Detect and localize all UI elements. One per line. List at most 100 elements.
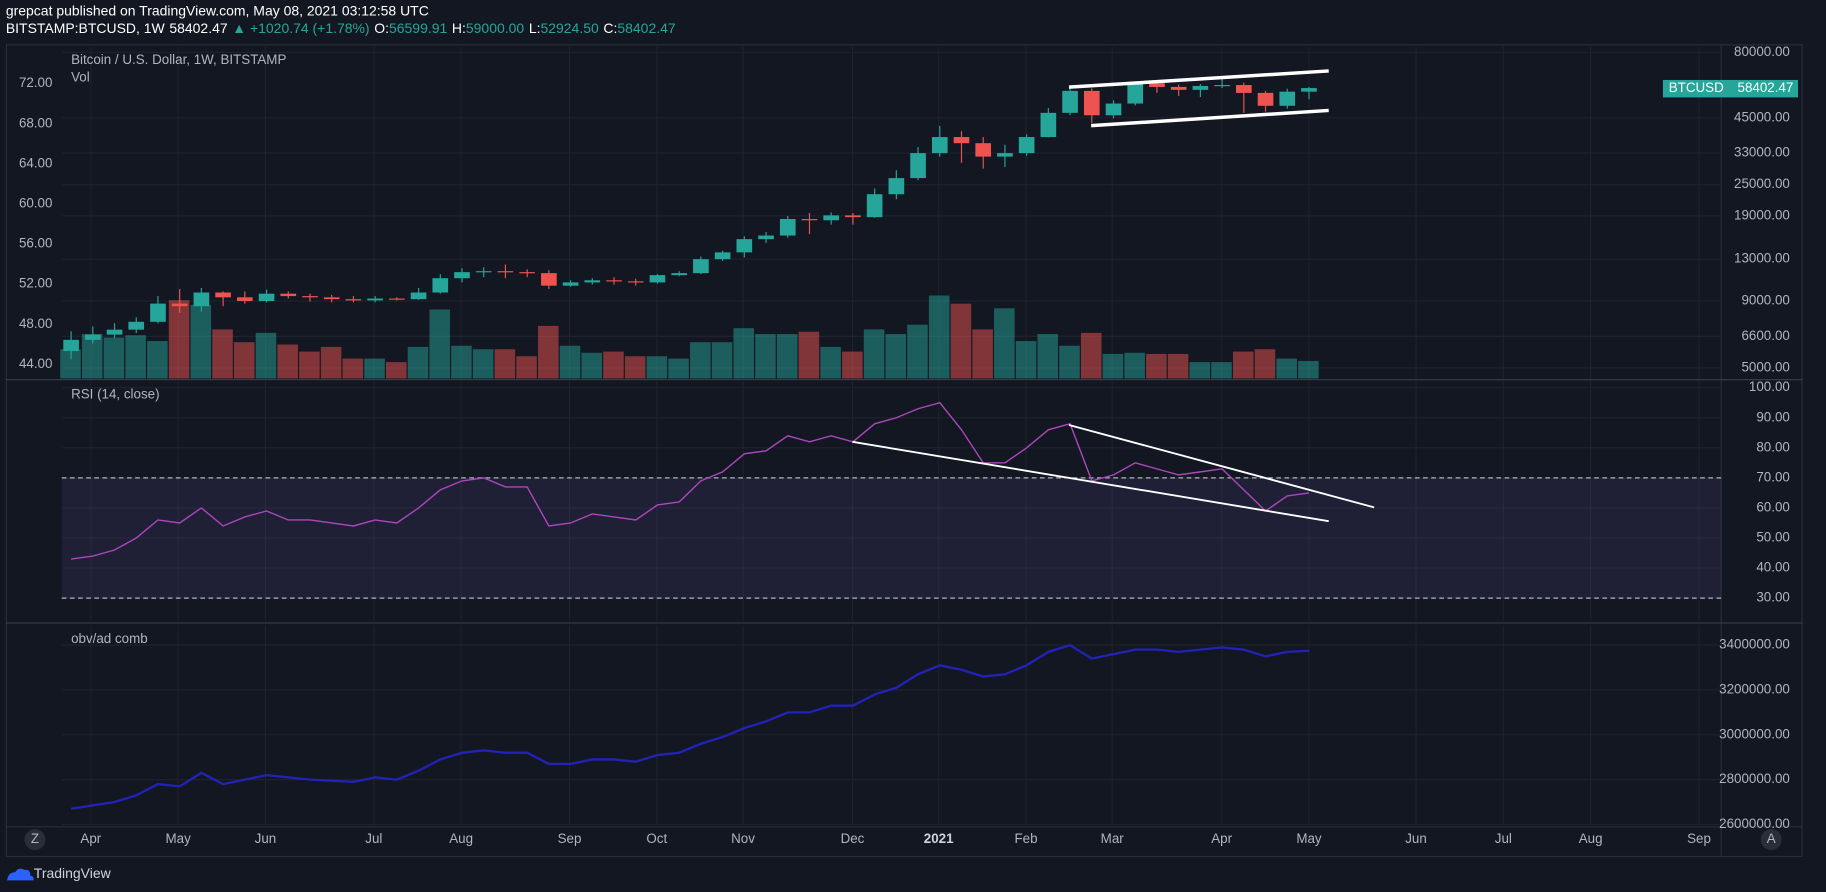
volume-bar bbox=[1254, 349, 1276, 379]
quote-item: 52924.50 bbox=[540, 20, 598, 36]
candle-body bbox=[1105, 103, 1122, 116]
candle-body bbox=[1301, 88, 1317, 92]
volume-bar bbox=[907, 324, 928, 379]
volume-bar bbox=[690, 342, 711, 379]
x-tick-label: Oct bbox=[646, 831, 667, 846]
candle-body bbox=[389, 298, 405, 300]
volume-bar bbox=[60, 349, 81, 379]
candle-body bbox=[888, 178, 905, 195]
candle-body bbox=[519, 272, 535, 274]
price-tag-value: 58402.47 bbox=[1738, 80, 1794, 95]
volume-bar bbox=[516, 356, 537, 379]
left-tick-label: 56.00 bbox=[19, 236, 52, 251]
y-tick-label: 9000.00 bbox=[1742, 293, 1790, 308]
candle-body bbox=[323, 297, 340, 300]
x-tick-label: Aug bbox=[1579, 831, 1603, 846]
left-tick-label: 52.00 bbox=[19, 276, 52, 291]
x-tick-label: Jul bbox=[1495, 831, 1512, 846]
x-tick-label: Jun bbox=[255, 831, 277, 846]
y-tick-label: 80.00 bbox=[1756, 439, 1789, 454]
left-tick-label: 72.00 bbox=[19, 75, 52, 90]
x-tick-label: May bbox=[166, 831, 192, 846]
candle-body bbox=[845, 215, 861, 218]
quote-item: 58402.47 bbox=[617, 20, 675, 36]
candle-body bbox=[237, 297, 253, 302]
volume-bar bbox=[190, 304, 212, 379]
x-tick-label: Nov bbox=[731, 831, 755, 846]
volume-bar bbox=[1232, 351, 1254, 379]
volume-bar bbox=[776, 334, 798, 379]
volume-bar bbox=[494, 349, 516, 379]
y-tick-label: 25000.00 bbox=[1734, 176, 1790, 191]
candle-body bbox=[345, 299, 362, 301]
candle-body bbox=[150, 303, 166, 322]
price-tag bbox=[1662, 79, 1799, 98]
candle-body bbox=[1083, 90, 1100, 116]
auto-scale-button[interactable] bbox=[1760, 829, 1782, 851]
quote-item: L: bbox=[529, 20, 541, 36]
candle-body bbox=[171, 303, 188, 307]
candle-body bbox=[910, 153, 926, 179]
volume-bar bbox=[994, 308, 1015, 379]
left-tick-label: 68.00 bbox=[19, 115, 52, 130]
candle-body bbox=[1062, 90, 1078, 113]
y-tick-label: 19000.00 bbox=[1734, 207, 1790, 222]
auto-scale-label[interactable]: A bbox=[1767, 831, 1776, 846]
candle-body bbox=[997, 153, 1013, 157]
zoom-button[interactable] bbox=[24, 829, 46, 851]
y-tick-label: 90.00 bbox=[1756, 409, 1789, 424]
candle-body bbox=[584, 280, 601, 283]
y-tick-label: 3400000.00 bbox=[1719, 637, 1790, 652]
candle-body bbox=[714, 252, 731, 260]
volume-bar bbox=[1298, 360, 1319, 379]
volume-bar bbox=[950, 303, 972, 379]
candle-body bbox=[1235, 85, 1252, 93]
volume-bar bbox=[342, 358, 364, 379]
y-tick-label: 40.00 bbox=[1756, 560, 1789, 575]
y-tick-label: 60.00 bbox=[1756, 499, 1789, 514]
publish-line: grepcat published on TradingView.com, Ma… bbox=[6, 2, 429, 18]
trend-line bbox=[1068, 69, 1329, 89]
volume-bar bbox=[798, 331, 820, 379]
y-tick-label: 45000.00 bbox=[1734, 109, 1790, 124]
volume-bar bbox=[212, 329, 233, 379]
volume-bar bbox=[1276, 358, 1297, 379]
candle-body bbox=[193, 292, 210, 307]
zoom-button-label[interactable]: Z bbox=[31, 831, 39, 846]
volume-bar bbox=[885, 334, 907, 379]
candle-body bbox=[258, 293, 275, 302]
x-tick-label: Feb bbox=[1014, 831, 1037, 846]
volume-bar bbox=[277, 344, 298, 379]
candle-body bbox=[367, 298, 383, 301]
brand-logo bbox=[7, 868, 34, 881]
volume-bar bbox=[1146, 353, 1167, 379]
volume-bar bbox=[429, 309, 450, 379]
candle-body bbox=[84, 334, 101, 340]
x-tick-label: 2021 bbox=[924, 831, 954, 846]
y-tick-label: 70.00 bbox=[1756, 469, 1789, 484]
candle-body bbox=[1018, 137, 1035, 154]
candle-body bbox=[1192, 85, 1209, 90]
volume-bar bbox=[646, 356, 668, 379]
candle-body bbox=[1279, 91, 1296, 106]
volume-bar bbox=[1124, 352, 1145, 379]
y-tick-label: 80000.00 bbox=[1734, 44, 1790, 59]
quote-item: BITSTAMP:BTCUSD, 1W bbox=[6, 20, 166, 36]
volume-bar bbox=[1080, 332, 1102, 379]
candle-body bbox=[627, 281, 644, 283]
volume-bar bbox=[581, 352, 602, 379]
quote-item: C: bbox=[603, 20, 617, 36]
x-tick-label: Aug bbox=[449, 831, 473, 846]
candle-body bbox=[649, 275, 666, 283]
y-tick-label: 100.00 bbox=[1749, 379, 1790, 394]
volume-bar bbox=[1167, 353, 1189, 379]
candle-body bbox=[128, 321, 145, 330]
x-tick-label: Jun bbox=[1405, 831, 1427, 846]
x-tick-label: Dec bbox=[841, 831, 865, 846]
candle-body bbox=[302, 296, 318, 298]
volume-bar bbox=[668, 358, 689, 379]
candle-body bbox=[975, 143, 992, 157]
x-tick-label: Apr bbox=[1211, 831, 1232, 846]
left-tick-label: 64.00 bbox=[19, 155, 52, 170]
volume-bar bbox=[472, 349, 494, 379]
